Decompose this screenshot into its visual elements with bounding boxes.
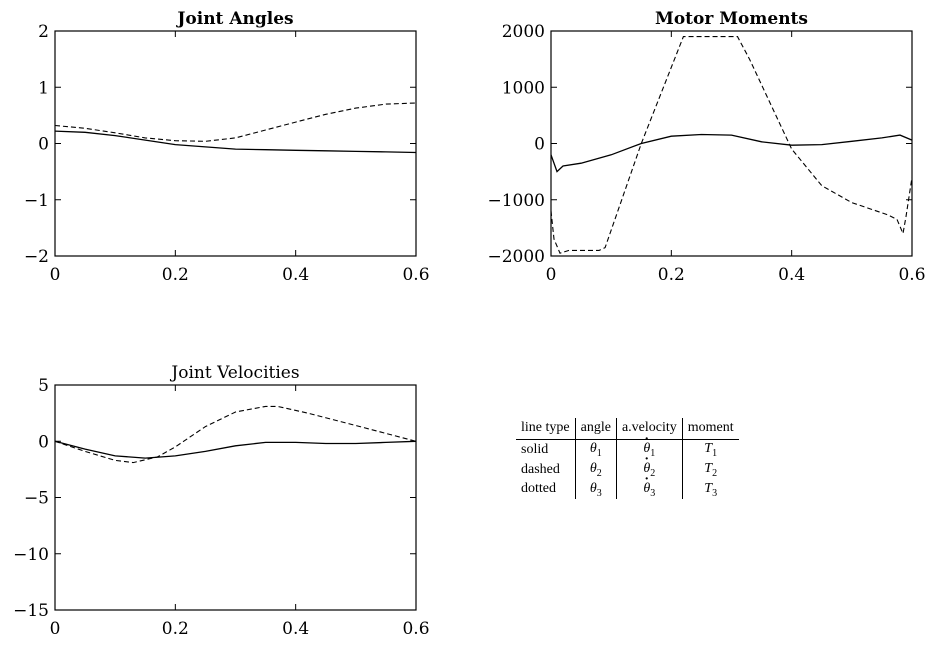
x-tick-label: 0	[50, 619, 61, 639]
legend-table: line type angle a.velocity moment solid …	[516, 418, 739, 500]
x-tick-label: 0.4	[282, 265, 309, 285]
x-tick-label: 0	[50, 265, 61, 285]
legend-header-row: line type angle a.velocity moment	[516, 418, 739, 440]
chart-title: Joint Velocities	[169, 363, 299, 383]
legend-line-type: dashed	[521, 461, 560, 477]
y-tick-label: −15	[13, 601, 49, 621]
x-tick-label: 0.4	[778, 265, 805, 285]
y-tick-label: 1	[38, 78, 49, 98]
y-tick-label: 2	[38, 22, 49, 42]
y-tick-label: −1	[24, 191, 49, 211]
chart-title: Motor Moments	[655, 9, 808, 29]
y-tick-label: 0	[38, 432, 49, 452]
chart-title: Joint Angles	[175, 9, 293, 29]
joint-angles-chart: Joint Angles 0 0.2 0.4 0.6 2 1 0 −1 −2	[24, 9, 430, 285]
plot-frame	[54, 384, 417, 611]
motor-moments-chart: Motor Moments 0 0.2 0.4 0.6 2000 1000 0 −1000 −20…	[487, 9, 925, 285]
series-line-solid	[54, 440, 417, 459]
y-tick-label: −2	[24, 247, 49, 267]
legend-velocity-symbol: θ2	[615, 452, 683, 480]
series-line-dashed	[54, 405, 417, 464]
y-tick-label: −5	[24, 489, 49, 509]
series-line-solid	[54, 130, 417, 154]
legend-line-type: solid	[521, 441, 549, 457]
y-tick-label: 0	[38, 135, 49, 155]
x-tick-label: 0.2	[658, 265, 685, 285]
x-tick-label: 0	[546, 265, 557, 285]
joint-velocities-chart: Joint Velocities 0 0.2 0.4 0.6 5 0 −5 −10 −15	[13, 363, 429, 639]
legend-moment-symbol: T1	[681, 439, 739, 460]
legend-header-angle: angle	[574, 418, 617, 440]
legend-velocity-symbol: θ1	[615, 432, 683, 460]
legend-header-moment: moment	[681, 418, 739, 440]
legend-row: dotted θ3 θ3 T3	[516, 472, 739, 500]
legend-angle-symbol: θ1	[574, 439, 617, 460]
legend-velocity-symbol: θ3	[615, 472, 683, 500]
y-tick-label: −2000	[487, 247, 545, 267]
x-tick-label: 0.6	[402, 265, 429, 285]
y-tick-label: −10	[13, 545, 49, 565]
x-tick-label: 0.2	[162, 619, 189, 639]
plot-frame	[550, 30, 913, 257]
x-tick-label: 0.4	[282, 619, 309, 639]
legend-moment-symbol: T3	[681, 479, 739, 500]
x-tick-label: 0.6	[898, 265, 925, 285]
series-line-dashed	[54, 102, 417, 142]
y-tick-label: 0	[534, 135, 545, 155]
x-tick-label: 0.2	[162, 265, 189, 285]
legend-line-type: dotted	[521, 481, 556, 497]
y-tick-label: 2000	[502, 22, 545, 42]
legend-row: dashed θ2 θ2 T2	[516, 452, 739, 480]
legend-moment-symbol: T2	[681, 459, 739, 480]
series-line-dashed	[550, 36, 913, 254]
y-tick-label: 5	[38, 376, 49, 396]
x-tick-label: 0.6	[402, 619, 429, 639]
y-tick-label: −1000	[487, 191, 545, 211]
plot-frame	[54, 30, 417, 257]
y-tick-label: 1000	[502, 78, 545, 98]
series-line-solid	[550, 133, 913, 173]
legend-row: solid θ1 θ1 T1	[516, 432, 739, 460]
legend-angle-symbol: θ3	[574, 479, 617, 500]
legend-angle-symbol: θ2	[574, 459, 617, 480]
legend-header-velocity: a.velocity	[615, 418, 683, 440]
legend-header-line-type: line type	[516, 418, 576, 440]
